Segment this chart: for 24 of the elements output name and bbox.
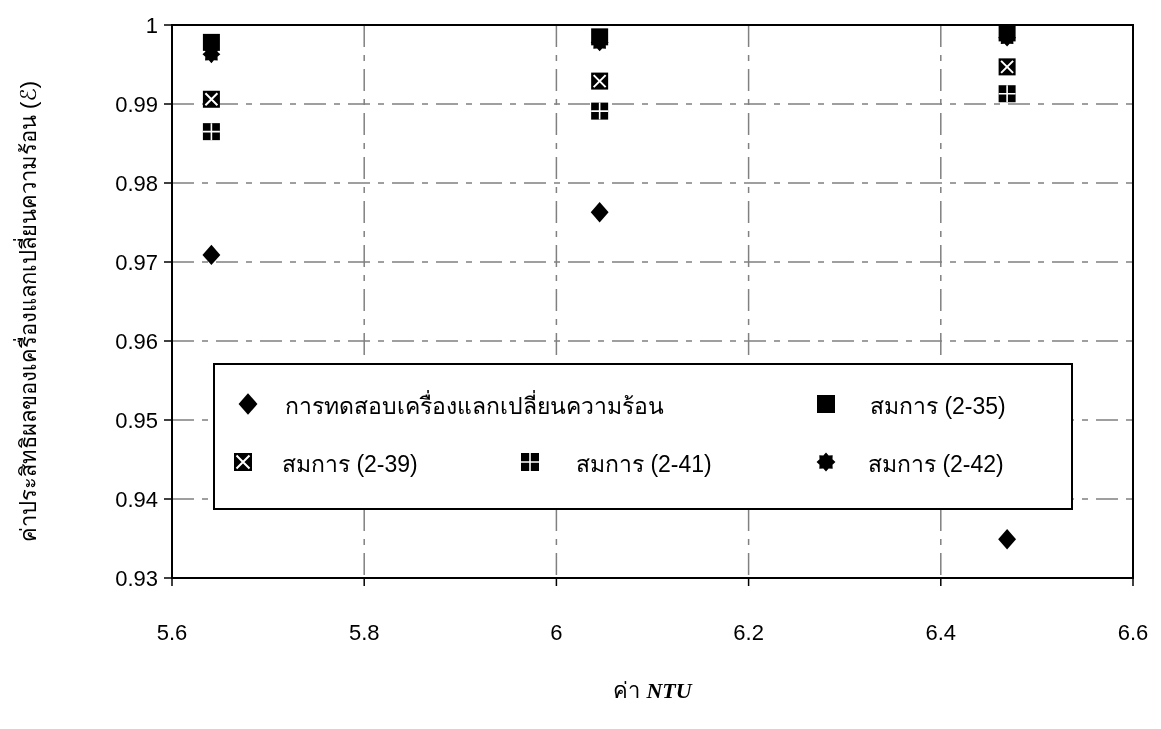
legend-label: สมการ (2-39) <box>282 451 418 477</box>
x-tick-label: 6.6 <box>1117 620 1149 645</box>
y-tick-label: 0.96 <box>115 329 158 354</box>
x-tick-label: 5.6 <box>156 620 188 645</box>
x-tick-label: 6.2 <box>733 620 764 645</box>
point <box>590 202 609 223</box>
y-axis-title: ค่าประสิทธิผลของเครื่องแลกเปลี่ยนความร้อน (ℰ) <box>13 80 41 543</box>
legend-label: สมการ (2-35) <box>870 393 1006 419</box>
legend-label: การทดสอบเครื่องแลกเปลี่ยนความร้อน <box>285 390 664 419</box>
y-tick-label: 1 <box>145 13 158 38</box>
y-tick-label: 0.95 <box>115 408 158 433</box>
y-tick-label: 0.94 <box>115 487 158 512</box>
y-tick-label: 0.97 <box>115 250 158 275</box>
point <box>998 529 1017 550</box>
x-tick-label: 5.8 <box>348 620 380 645</box>
x-tick-label: 6 <box>550 620 563 645</box>
legend-label: สมการ (2-42) <box>868 451 1004 477</box>
x-tick-label: 6.4 <box>925 620 957 645</box>
y-tick-label: 0.98 <box>115 171 158 196</box>
legend-label: สมการ (2-41) <box>576 451 712 477</box>
point <box>202 244 221 266</box>
x-axis-title: ค่า NTU <box>613 678 693 703</box>
y-tick-label: 0.93 <box>115 566 158 591</box>
y-tick-label: 0.99 <box>115 92 158 117</box>
